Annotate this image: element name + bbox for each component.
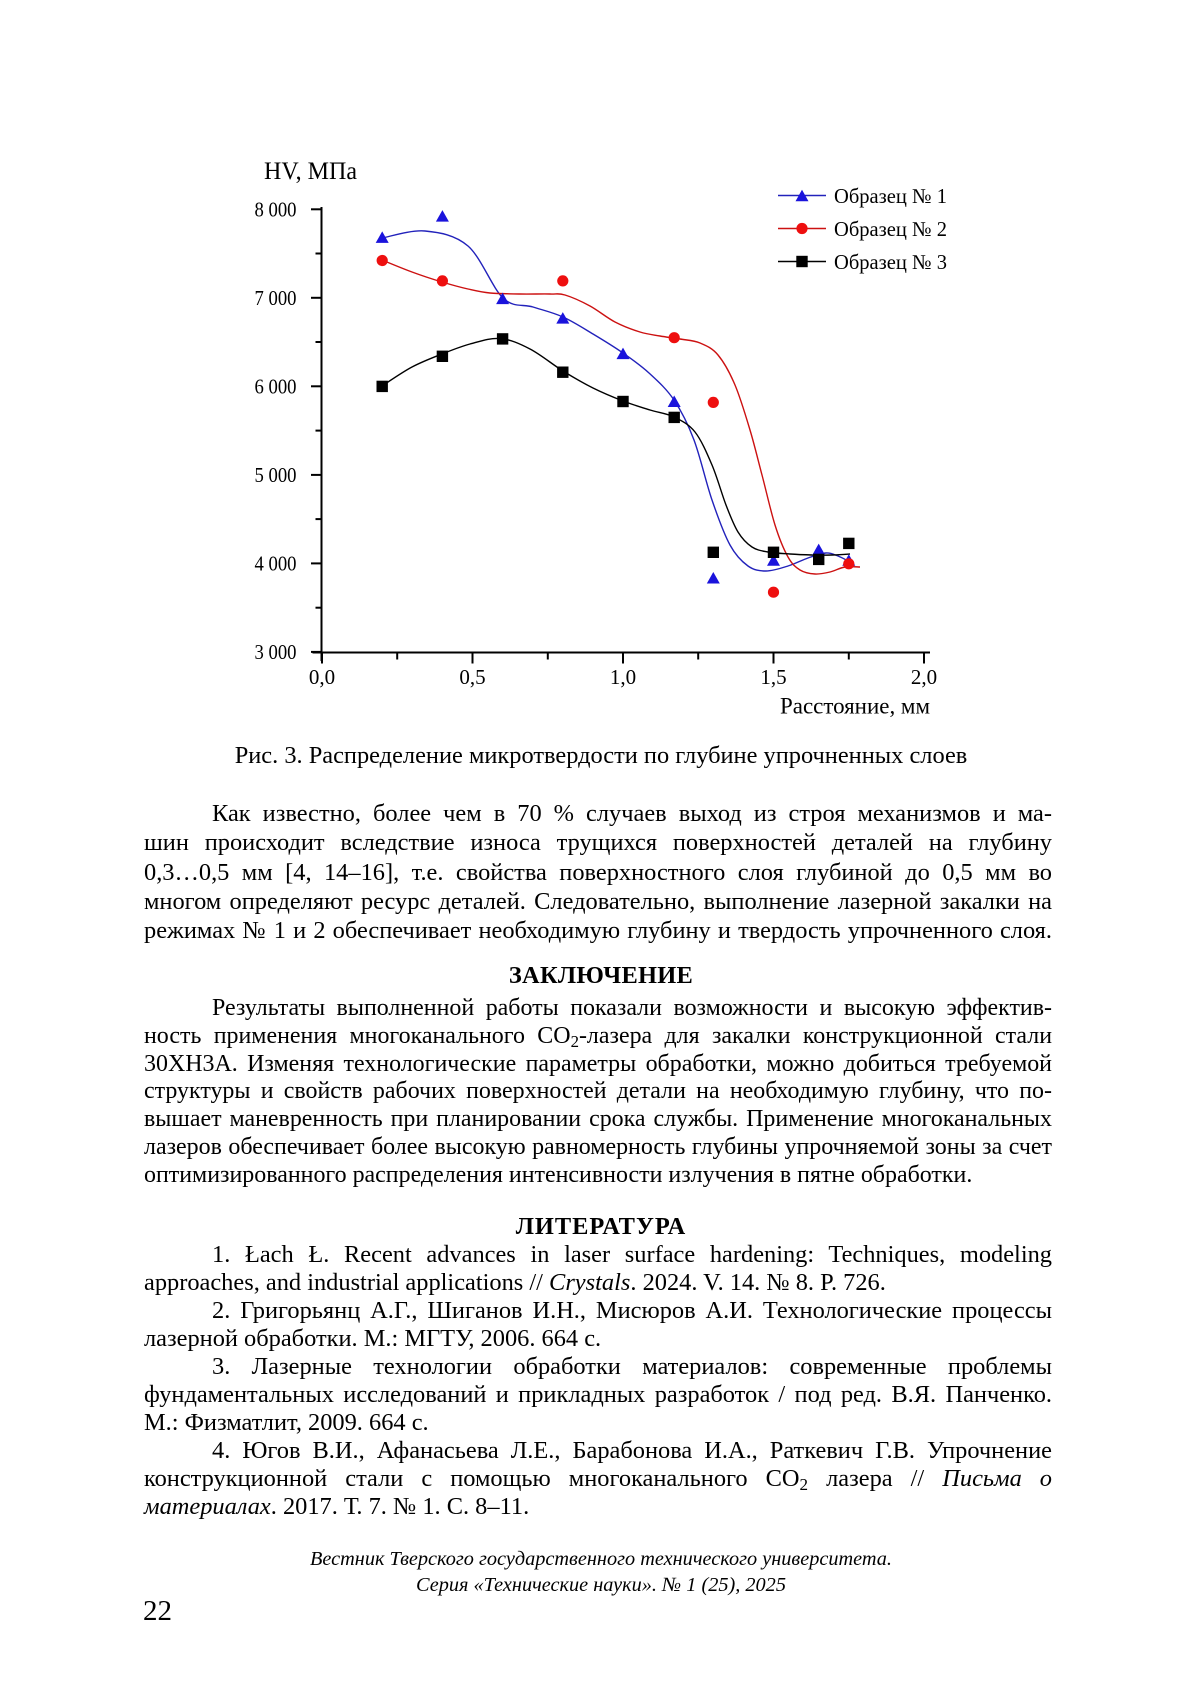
svg-text:Образец № 1: Образец № 1 xyxy=(834,184,947,208)
svg-text:5 000: 5 000 xyxy=(255,463,297,487)
svg-text:1,5: 1,5 xyxy=(760,665,786,689)
svg-text:2,0: 2,0 xyxy=(911,665,937,689)
svg-text:Расстояние, мм: Расстояние, мм xyxy=(780,694,930,719)
svg-text:0,0: 0,0 xyxy=(309,665,335,689)
svg-text:6 000: 6 000 xyxy=(255,374,297,398)
svg-text:HV, МПа: HV, МПа xyxy=(264,158,357,185)
svg-text:3 000: 3 000 xyxy=(255,640,297,664)
svg-text:Образец № 2: Образец № 2 xyxy=(834,217,947,241)
svg-text:Образец № 3: Образец № 3 xyxy=(834,250,947,274)
svg-text:7 000: 7 000 xyxy=(255,286,297,310)
svg-text:4 000: 4 000 xyxy=(255,551,297,575)
svg-text:0,5: 0,5 xyxy=(459,665,485,689)
svg-text:1,0: 1,0 xyxy=(610,665,636,689)
svg-text:8 000: 8 000 xyxy=(255,197,297,221)
